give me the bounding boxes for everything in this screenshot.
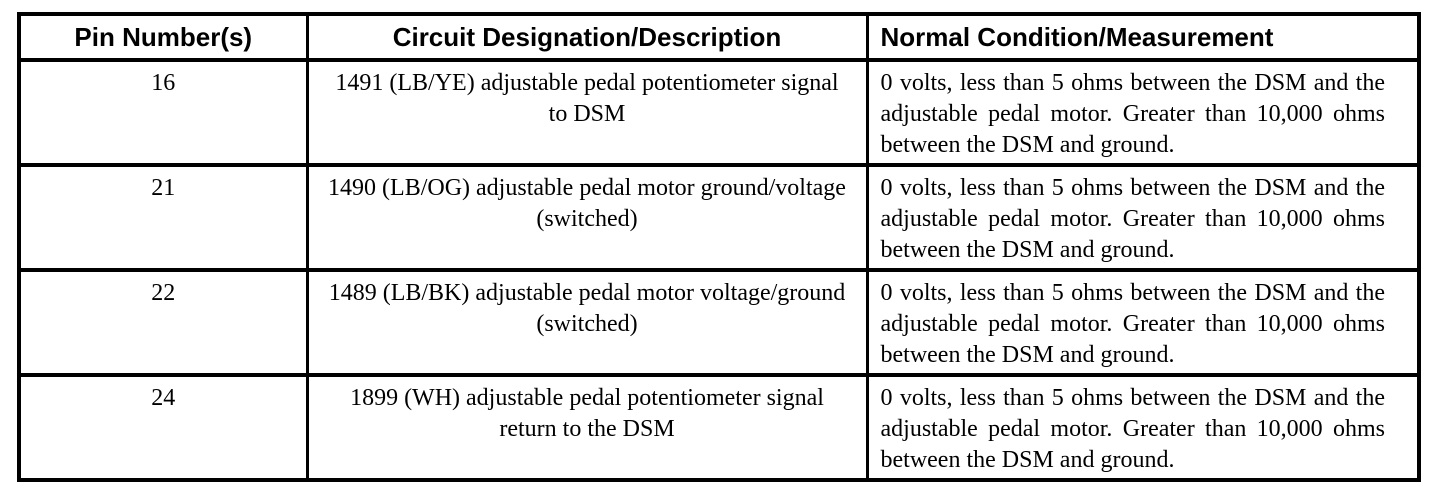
column-header-normal-condition: Normal Condition/Measurement [865, 12, 1421, 62]
circuit-description-cell: 1489 (LB/BK) adjustable pedal motor volt… [305, 268, 869, 377]
normal-condition-cell: 0 volts, less than 5 ohms between the DS… [865, 163, 1421, 272]
normal-condition-cell: 0 volts, less than 5 ohms between the DS… [865, 58, 1421, 167]
table-row: 21 1490 (LB/OG) adjustable pedal motor g… [17, 163, 1421, 272]
column-header-circuit-designation: Circuit Designation/Description [305, 12, 869, 62]
pin-number-cell: 21 [17, 163, 309, 272]
normal-condition-cell: 0 volts, less than 5 ohms between the DS… [865, 268, 1421, 377]
pin-number-cell: 22 [17, 268, 309, 377]
table-row: 22 1489 (LB/BK) adjustable pedal motor v… [17, 268, 1421, 377]
table-row: 24 1899 (WH) adjustable pedal potentiome… [17, 373, 1421, 482]
circuit-description-cell: 1899 (WH) adjustable pedal potentiometer… [305, 373, 869, 482]
table-header-row: Pin Number(s) Circuit Designation/Descri… [17, 12, 1421, 62]
pin-number-cell: 16 [17, 58, 309, 167]
pin-connector-table: Pin Number(s) Circuit Designation/Descri… [17, 12, 1421, 482]
circuit-description-cell: 1491 (LB/YE) adjustable pedal potentiome… [305, 58, 869, 167]
pin-number-cell: 24 [17, 373, 309, 482]
circuit-description-cell: 1490 (LB/OG) adjustable pedal motor grou… [305, 163, 869, 272]
normal-condition-cell: 0 volts, less than 5 ohms between the DS… [865, 373, 1421, 482]
column-header-pin-numbers: Pin Number(s) [17, 12, 309, 62]
table-row: 16 1491 (LB/YE) adjustable pedal potenti… [17, 58, 1421, 167]
